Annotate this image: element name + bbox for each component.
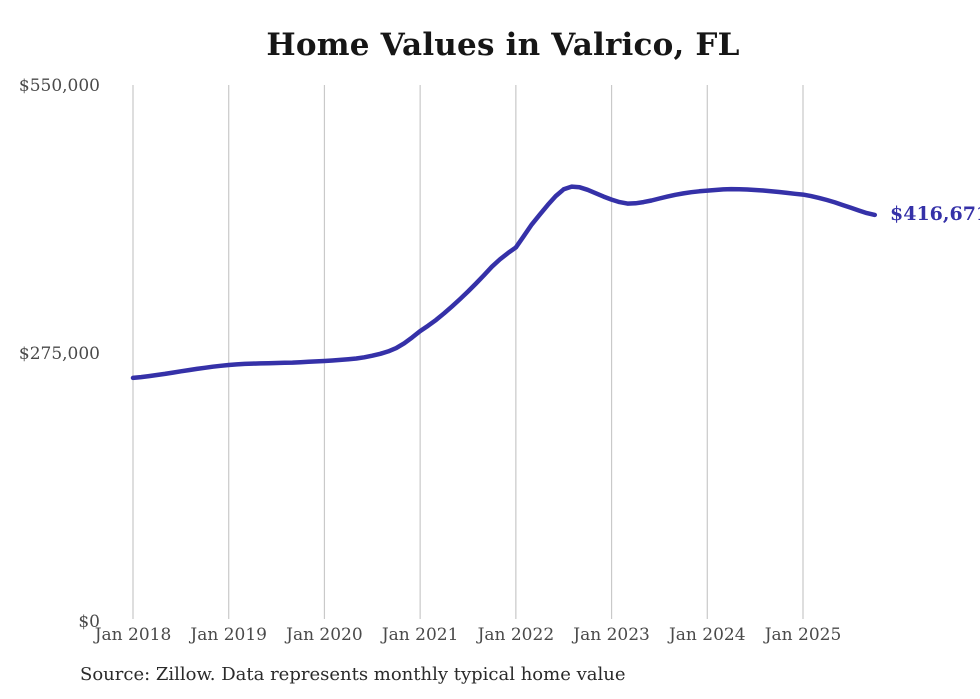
y-tick-label: $275,000 [19,344,100,364]
y-tick-label: $550,000 [19,76,100,96]
x-tick-label: Jan 2022 [476,625,555,645]
home-value-line [130,184,878,381]
x-tick-label: Jan 2023 [571,625,650,645]
x-tick-label: Jan 2019 [188,625,267,645]
x-tick-label: Jan 2021 [380,625,459,645]
latest-value-label: $416,671 [890,203,980,225]
y-tick-label: $0 [78,612,100,632]
x-tick-label: Jan 2024 [667,625,746,645]
chart-title: Home Values in Valrico, FL [266,27,740,63]
x-tick-label: Jan 2025 [763,625,842,645]
x-tick-label: Jan 2020 [284,625,363,645]
source-note: Source: Zillow. Data represents monthly … [80,664,626,685]
x-tick-label: Jan 2018 [93,625,172,645]
